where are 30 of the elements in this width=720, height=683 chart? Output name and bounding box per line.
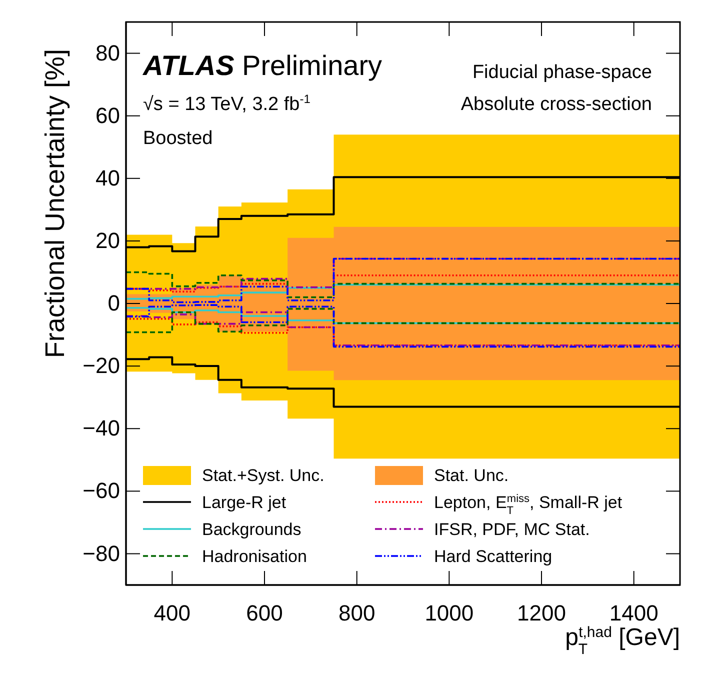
y-tick-label: −60 [82,478,120,504]
y-tick-label: 80 [96,40,120,66]
y-tick-label: 60 [96,102,120,128]
y-tick-label: −80 [82,540,120,566]
annotation: Fiducial phase-space [472,62,652,83]
legend-label: Large-R jet [202,493,286,512]
x-axis-title: p$_{T}$$^{t,had}$ [GeV] [565,624,680,658]
y-tick-label: −20 [82,353,120,378]
annotation: Boosted [143,128,213,149]
x-tick-label: 1000 [424,600,474,626]
x-tick-label: 1200 [517,600,566,626]
legend-label: IFSR, PDF, MC Stat. [434,520,590,539]
annotation: ATLAS Preliminary [142,50,382,81]
x-tick-label: 400 [154,600,191,626]
x-tick-label: 800 [338,600,376,626]
legend-label: Lepton, E$_{T}$$^{miss}$, Small-R jet [434,493,622,517]
legend-label: Backgrounds [202,520,302,539]
legend-label: Stat.+Syst. Unc. [202,466,324,485]
annotation: √s = 13 TeV, 3.2 fb$^{-1}$ [143,92,311,115]
y-tick-label: −40 [82,416,120,441]
y-tick-label: 40 [96,165,120,190]
x-tick-label: 600 [246,600,283,626]
y-axis-title: Fractional Uncertainty [%] [40,48,70,358]
y-tick-label: 0 [108,290,120,316]
y-tick-label: 20 [96,228,120,253]
annotation: Absolute cross-section [460,94,652,115]
legend-label: Hard Scattering [434,547,552,566]
legend-label: Stat. Unc. [434,466,509,485]
x-tick-label: 1400 [609,600,658,626]
legend-label: Hadronisation [202,547,307,566]
